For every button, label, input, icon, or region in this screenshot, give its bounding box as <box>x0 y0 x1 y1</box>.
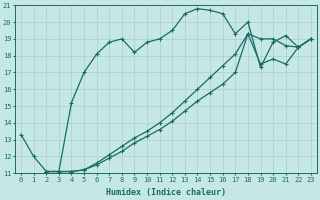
X-axis label: Humidex (Indice chaleur): Humidex (Indice chaleur) <box>106 188 226 197</box>
